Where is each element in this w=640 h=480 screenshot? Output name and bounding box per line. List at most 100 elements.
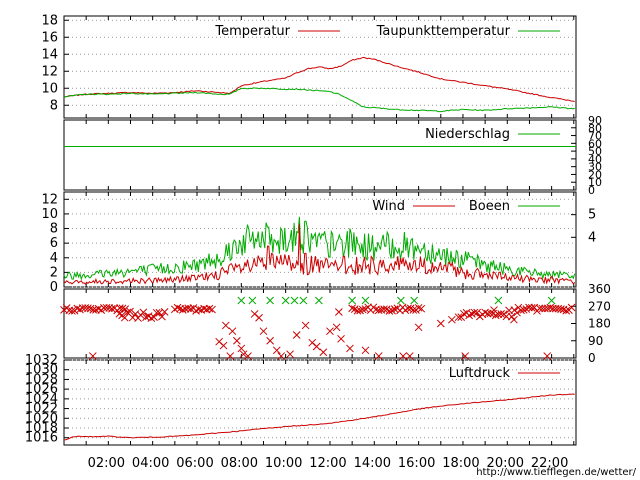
legend-label-Temperatur: Temperatur: [214, 24, 290, 39]
wind-direction-point: [473, 308, 481, 317]
wind-direction-point: [557, 305, 565, 313]
wind-direction-point: [543, 352, 552, 360]
wind-direction-point: [205, 304, 214, 313]
series-line-Luftdruck: [63, 393, 575, 441]
gust-direction-point: [237, 296, 246, 305]
panel-frame-temperature: [63, 15, 577, 119]
gust-direction-point: [348, 296, 356, 305]
wind-direction-point: [497, 310, 505, 318]
gust-direction-point: [547, 296, 556, 305]
x-tick-label-0400: 04:00: [132, 456, 169, 471]
wind-direction-point: [385, 307, 394, 315]
wind-direction-point: [312, 342, 321, 351]
y2-tick-label-wind-direction: 180: [588, 317, 611, 331]
y-tick-label-pressure: 1028: [25, 372, 58, 387]
wind-direction-point: [237, 344, 246, 353]
y2-tick-label-wind-direction: 360: [588, 282, 611, 296]
y-tick-label-wind: 0: [50, 280, 58, 295]
wind-direction-point: [118, 304, 127, 313]
wind-direction-point: [219, 341, 228, 350]
gust-direction-point: [281, 296, 290, 305]
wind-direction-point: [272, 346, 281, 355]
gust-direction-point: [299, 296, 308, 305]
wind-direction-point: [414, 303, 423, 312]
y-tick-label-temperature: 12: [41, 64, 58, 79]
wind-direction-point: [334, 308, 343, 316]
wind-direction-point: [361, 346, 370, 355]
y2-tick-label-wind: 4: [588, 230, 596, 245]
legend-label-Luftdruck: Luftdruck: [449, 366, 511, 381]
wind-direction-point: [467, 310, 476, 318]
wind-direction-point: [228, 327, 237, 336]
y-tick-label-pressure: 1030: [25, 363, 58, 378]
y2-tick-label-precipitation: 50: [588, 145, 602, 158]
wind-direction-point: [208, 305, 216, 314]
y2-tick-label-wind-direction: 0: [588, 351, 596, 365]
y2-tick-label-precipitation: 10: [588, 176, 602, 189]
wind-direction-point: [374, 352, 383, 360]
y-tick-label-temperature: 8: [50, 98, 58, 113]
x-tick-label-1800: 18:00: [442, 456, 479, 471]
wind-direction-point: [301, 321, 310, 330]
wind-direction-point: [221, 321, 230, 330]
y2-tick-label-wind-direction: 270: [588, 299, 611, 313]
wind-direction-point: [152, 308, 161, 317]
wind-direction-point: [390, 305, 399, 314]
legend-label-Taupunkttemperatur: Taupunkttemperatur: [376, 24, 511, 39]
gust-direction-point: [494, 296, 503, 305]
data-series: [60, 56, 576, 441]
y2-tick-label-precipitation: 80: [588, 122, 602, 135]
wind-direction-point: [139, 308, 148, 317]
wind-direction-point: [160, 308, 169, 316]
wind-direction-point: [490, 306, 498, 314]
gust-direction-point: [248, 296, 257, 305]
y-tick-label-pressure: 1024: [25, 392, 58, 407]
wind-direction-point: [337, 334, 345, 343]
wind-direction-point: [519, 305, 528, 314]
wind-direction-point: [417, 304, 426, 313]
wind-direction-point: [277, 352, 286, 360]
wind-direction-point: [266, 336, 274, 345]
wind-direction-point: [226, 352, 235, 360]
x-tick-label-2000: 20:00: [487, 456, 524, 471]
gridlines: [64, 19, 576, 439]
wind-direction-point: [84, 304, 92, 313]
y-tick-label-wind: 6: [50, 236, 58, 251]
wind-direction-point: [459, 309, 468, 318]
wind-direction-point: [527, 304, 536, 312]
wind-direction-point: [173, 303, 182, 312]
wind-direction-point: [454, 313, 463, 322]
wind-direction-point: [332, 323, 341, 332]
x-tick-label-1000: 10:00: [265, 456, 302, 471]
wind-direction-point: [358, 305, 367, 314]
wind-direction-point: [178, 306, 187, 314]
y-tick-label-wind: 2: [50, 265, 58, 280]
wind-direction-point: [150, 313, 158, 321]
gust-direction-point: [315, 296, 323, 305]
y-tick-label-temperature: 14: [41, 47, 58, 62]
wind-direction-point: [120, 313, 129, 322]
y2-tick-label-wind-direction: 90: [588, 334, 603, 348]
wind-direction-point: [233, 336, 241, 345]
gust-direction-point: [361, 296, 370, 305]
y-tick-label-wind: 10: [41, 207, 58, 222]
wind-direction-point: [259, 327, 268, 336]
series-line-Taupunkttemperatur: [63, 87, 575, 113]
wind-direction-point: [121, 305, 130, 313]
legends: Temperatur Taupunkttemperatur Niederschlag…: [214, 24, 560, 381]
series-line-Temperatur: [63, 56, 575, 102]
wind-direction-point: [239, 350, 248, 359]
wind-direction-point: [510, 315, 518, 324]
y-tick-label-wind: 4: [50, 251, 58, 266]
wind-direction-point: [255, 313, 263, 322]
wind-direction-point: [380, 305, 388, 314]
y-tick-label-temperature: 16: [41, 30, 58, 45]
wind-direction-point: [404, 304, 412, 313]
wind-direction-point: [567, 303, 576, 312]
wind-direction-point: [562, 306, 571, 315]
wind-direction-point: [76, 305, 84, 314]
y-tick-label-pressure: 1022: [25, 402, 58, 417]
gust-direction-point: [410, 296, 419, 305]
footer-url: http://www.tiefflegen.de/wetter/: [476, 467, 636, 478]
wind-direction-point: [356, 306, 364, 315]
